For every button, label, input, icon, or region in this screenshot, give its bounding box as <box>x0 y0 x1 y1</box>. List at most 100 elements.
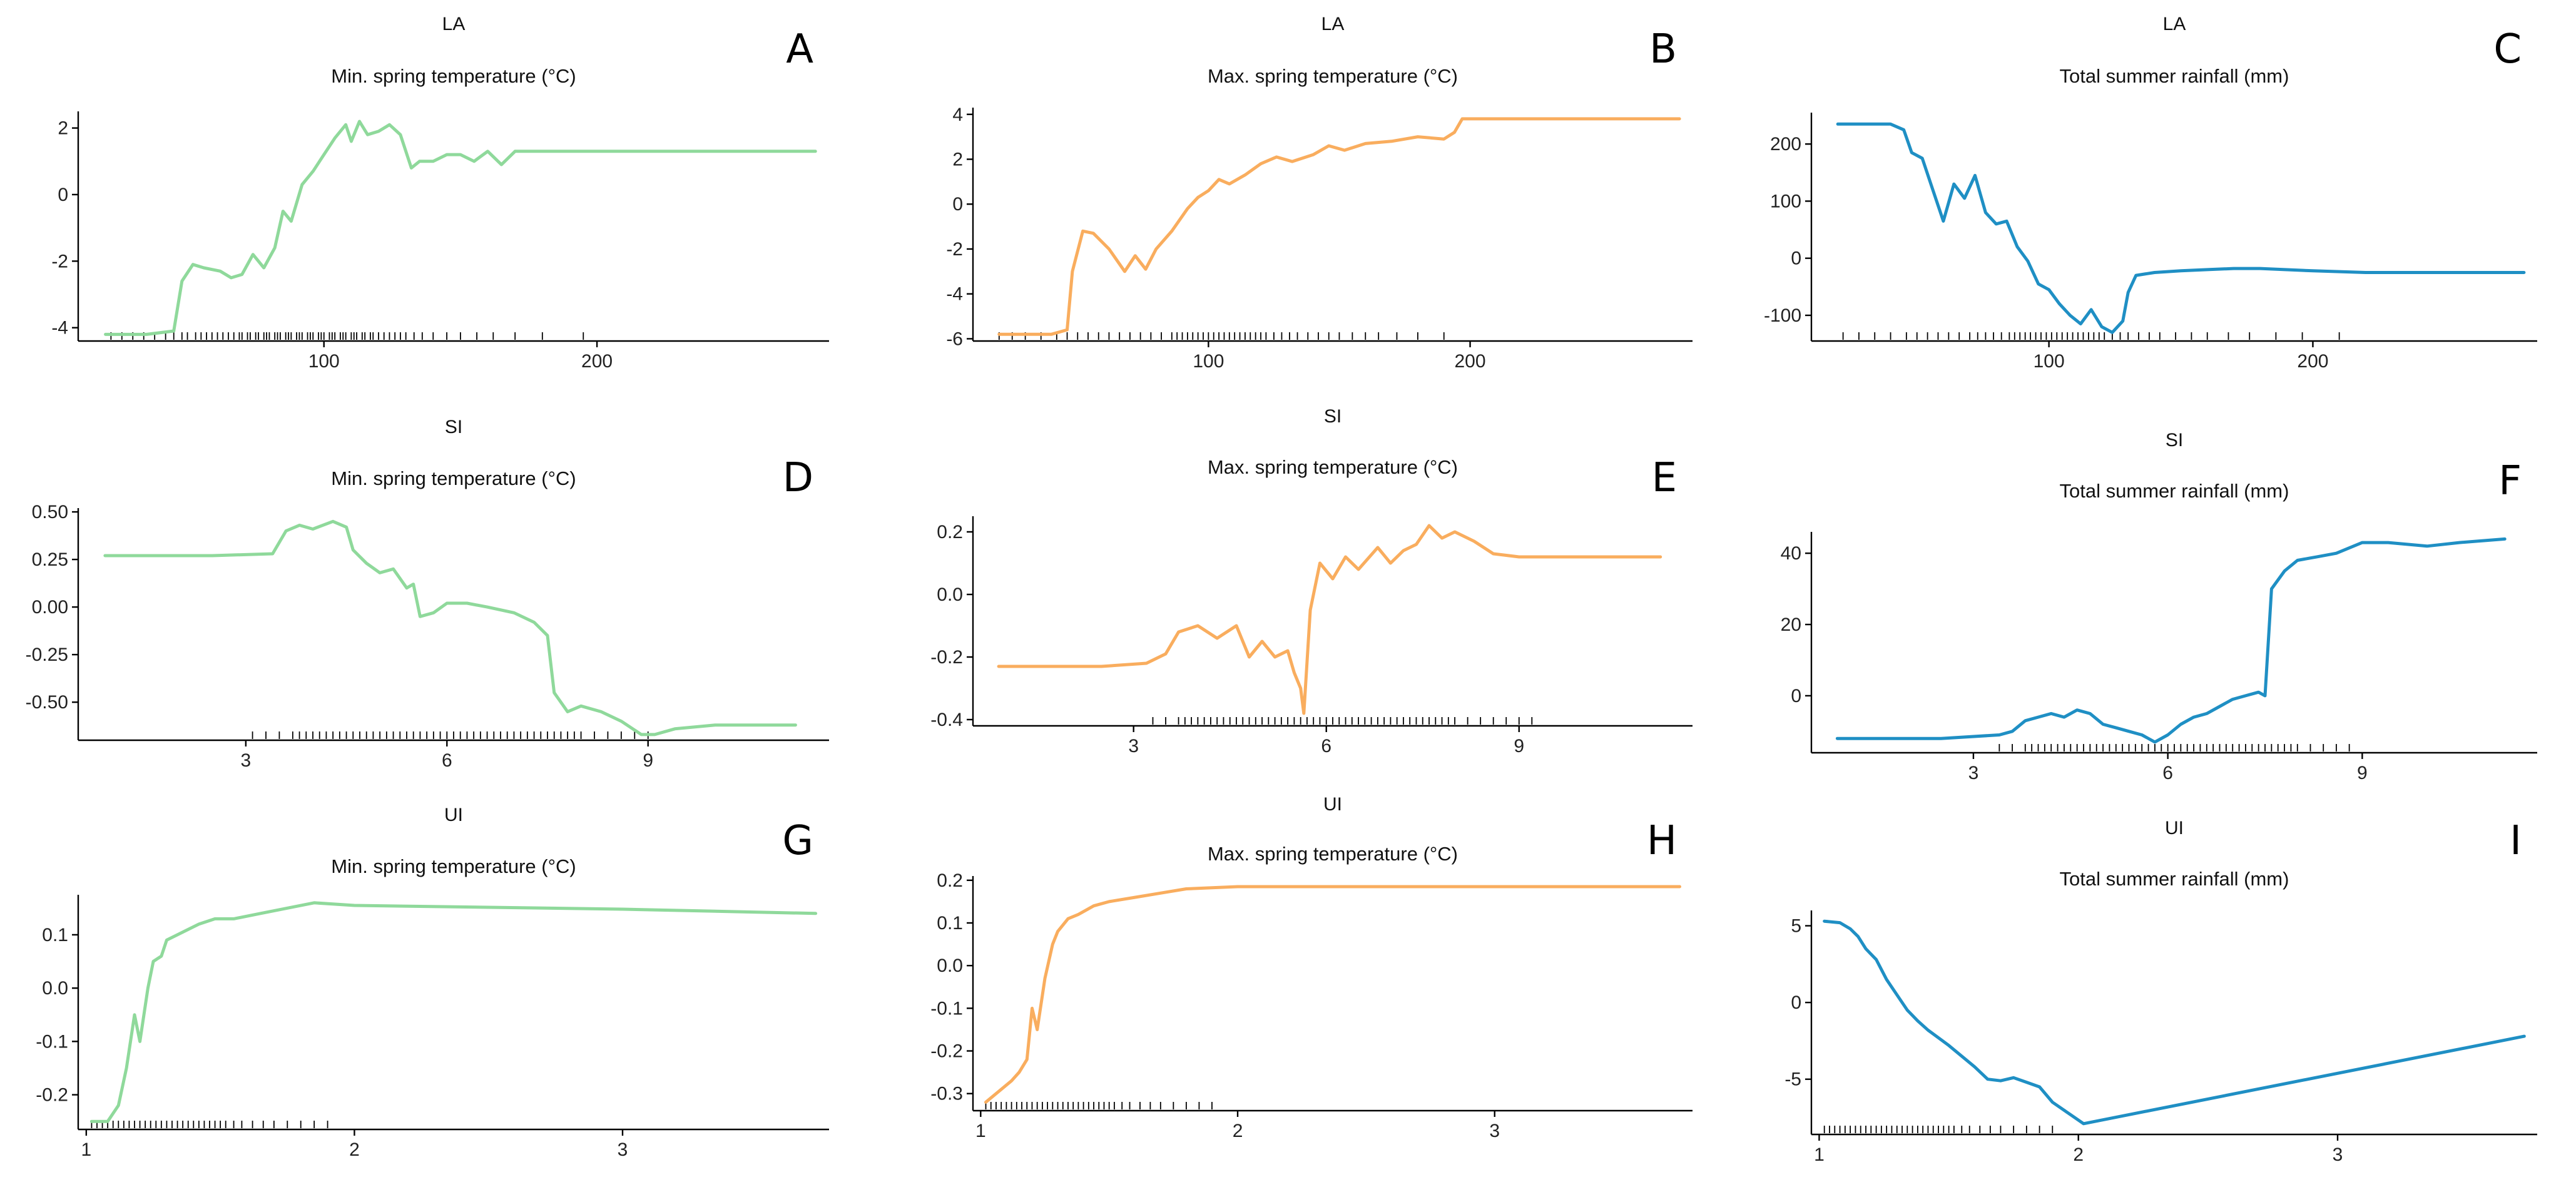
panel-F-xtick-label: 3 <box>1968 763 1979 783</box>
panel-B-series-line <box>997 117 1681 336</box>
panel-B-ytick-label: -2 <box>946 239 963 260</box>
panel-C: LA Total summer rainfall (mm) C -100 0 100 200… <box>1764 14 2537 372</box>
panel-D-ytick-label: -0.50 <box>26 692 68 713</box>
panel-G-rug <box>91 1121 328 1128</box>
panel-D-xtick-label: 9 <box>643 750 653 771</box>
panel-G-xtick-label: 3 <box>618 1139 628 1160</box>
panel-H-ytick-label: 0.0 <box>937 955 963 976</box>
panel-I-letter: I <box>2510 818 2522 864</box>
panel-H-title: UI <box>1323 794 1342 815</box>
panel-H-ytick-label: -0.3 <box>930 1084 963 1104</box>
panel-F-letter: F <box>2498 458 2522 504</box>
panel-D: SI Min. spring temperature (°C) D -0.50 -0.2… <box>26 417 829 771</box>
panel-D-series-line <box>103 519 797 736</box>
panel-H-xtick-label: 1 <box>975 1121 986 1141</box>
panel-G-xtick-label: 2 <box>349 1139 360 1160</box>
panel-D-ytick-label: 0.25 <box>32 549 68 570</box>
panel-F-ytick-label: 20 <box>1781 614 1801 635</box>
panel-G-subtitle: Min. spring temperature (°C) <box>331 855 576 877</box>
panel-C-ytick-label: -100 <box>1764 305 1801 326</box>
panel-E-letter: E <box>1652 455 1677 501</box>
panel-G-ytick-label: -0.2 <box>36 1085 68 1106</box>
panel-A-ytick-label: -2 <box>51 251 68 272</box>
panel-F-xtick-label: 6 <box>2162 763 2173 783</box>
panel-E-ytick-label: 0.2 <box>937 522 963 543</box>
panel-A-xtick-label: 100 <box>308 351 340 372</box>
panel-I-ytick-label: -5 <box>1784 1069 1801 1090</box>
panel-I-xtick-label: 1 <box>1814 1144 1825 1165</box>
panel-A-xtick-label: 200 <box>581 351 613 372</box>
panel-B: LA Max. spring temperature (°C) B -6 -4 -2 0 2 4… <box>946 14 1693 372</box>
panel-F: SI Total summer rainfall (mm) F 0 20 40 3 6 9 <box>1781 430 2537 783</box>
panel-H: UI Max. spring temperature (°C) H -0.3 -0.2 -… <box>930 794 1693 1141</box>
panel-D-ytick-label: 0.50 <box>32 502 68 522</box>
panel-B-ytick-label: -6 <box>946 329 963 349</box>
panel-C-subtitle: Total summer rainfall (mm) <box>2060 65 2289 87</box>
panel-B-rug <box>998 332 1445 340</box>
panel-I: UI Total summer rainfall (mm) I -5 0 5 1 2 3 <box>1784 818 2537 1165</box>
panel-A-ytick-label: -4 <box>51 318 68 339</box>
panel-E-ytick-label: -0.2 <box>930 647 963 668</box>
panel-D-ytick-label: -0.25 <box>26 644 68 665</box>
panel-I-xtick-label: 3 <box>2333 1144 2343 1165</box>
panel-I-title: UI <box>2165 818 2184 838</box>
panel-H-series-line <box>984 885 1681 1104</box>
panel-B-ytick-label: 0 <box>952 194 963 215</box>
panel-C-ytick-label: 200 <box>1770 134 1801 155</box>
panel-G: UI Min. spring temperature (°C) G -0.2 -0.1 0… <box>36 805 829 1160</box>
panel-H-xtick-label: 3 <box>1489 1121 1500 1141</box>
panel-B-ytick-label: 2 <box>952 149 963 170</box>
panel-B-xtick-label: 200 <box>1455 351 1486 372</box>
panel-D-rug <box>252 731 649 739</box>
panel-B-subtitle: Max. spring temperature (°C) <box>1208 65 1458 87</box>
panel-D-xtick-label: 3 <box>241 750 252 771</box>
panel-H-ytick-label: -0.2 <box>930 1041 963 1062</box>
panel-A-ytick-label: 0 <box>58 185 68 205</box>
panel-E-xtick-label: 9 <box>1514 736 1524 757</box>
panel-I-xtick-label: 2 <box>2073 1144 2084 1165</box>
panel-E-xtick-label: 6 <box>1321 736 1331 757</box>
panel-B-letter: B <box>1649 26 1677 73</box>
panel-F-series-line <box>1835 537 2507 744</box>
panel-I-ytick-label: 0 <box>1791 992 1801 1013</box>
panel-F-rug <box>1998 744 2350 751</box>
panel-C-rug <box>1842 332 2340 340</box>
panel-A-series-line <box>104 120 817 336</box>
panel-E-subtitle: Max. spring temperature (°C) <box>1208 456 1458 478</box>
panel-I-series-line <box>1823 919 2526 1126</box>
panel-I-ytick-label: 5 <box>1791 916 1801 937</box>
panel-A-rug <box>110 332 584 340</box>
panel-D-xtick-label: 6 <box>442 750 452 771</box>
panel-F-ytick-label: 0 <box>1791 686 1801 706</box>
panel-H-ytick-label: 0.1 <box>937 913 963 934</box>
panel-E-series-line <box>997 524 1662 715</box>
panel-I-subtitle: Total summer rainfall (mm) <box>2060 868 2289 890</box>
panel-I-rug <box>1823 1126 2054 1133</box>
panel-D-letter: D <box>783 455 813 501</box>
panel-A-title: LA <box>442 14 466 34</box>
panel-E-ytick-label: -0.4 <box>930 710 963 730</box>
panel-H-rug <box>985 1102 1213 1109</box>
panel-G-series-line <box>89 901 818 1123</box>
panel-G-title: UI <box>444 805 463 825</box>
panel-A: LA Min. spring temperature (°C) A -4 -2 0 2 100… <box>51 14 829 372</box>
panel-E-rug <box>1152 717 1533 725</box>
panel-G-ytick-label: 0.1 <box>42 925 68 945</box>
panel-H-xtick-label: 2 <box>1233 1121 1243 1141</box>
panel-E-title: SI <box>1324 406 1341 427</box>
panel-C-xtick-label: 100 <box>2034 351 2065 372</box>
panel-A-ytick-label: 2 <box>58 118 68 139</box>
panel-D-title: SI <box>445 417 462 437</box>
panel-D-ytick-label: 0.00 <box>32 597 68 618</box>
panel-G-xtick-label: 1 <box>81 1139 92 1160</box>
panel-G-letter: G <box>782 818 813 864</box>
panel-C-ytick-label: 0 <box>1791 248 1801 269</box>
panel-F-title: SI <box>2166 430 2183 451</box>
panel-C-ytick-label: 100 <box>1770 191 1801 211</box>
panel-G-ytick-label: 0.0 <box>42 978 68 999</box>
panel-C-title: LA <box>2163 14 2186 34</box>
panel-E-ytick-label: 0.0 <box>937 584 963 605</box>
panel-F-xtick-label: 9 <box>2357 763 2368 783</box>
panel-F-ytick-label: 40 <box>1781 543 1801 564</box>
